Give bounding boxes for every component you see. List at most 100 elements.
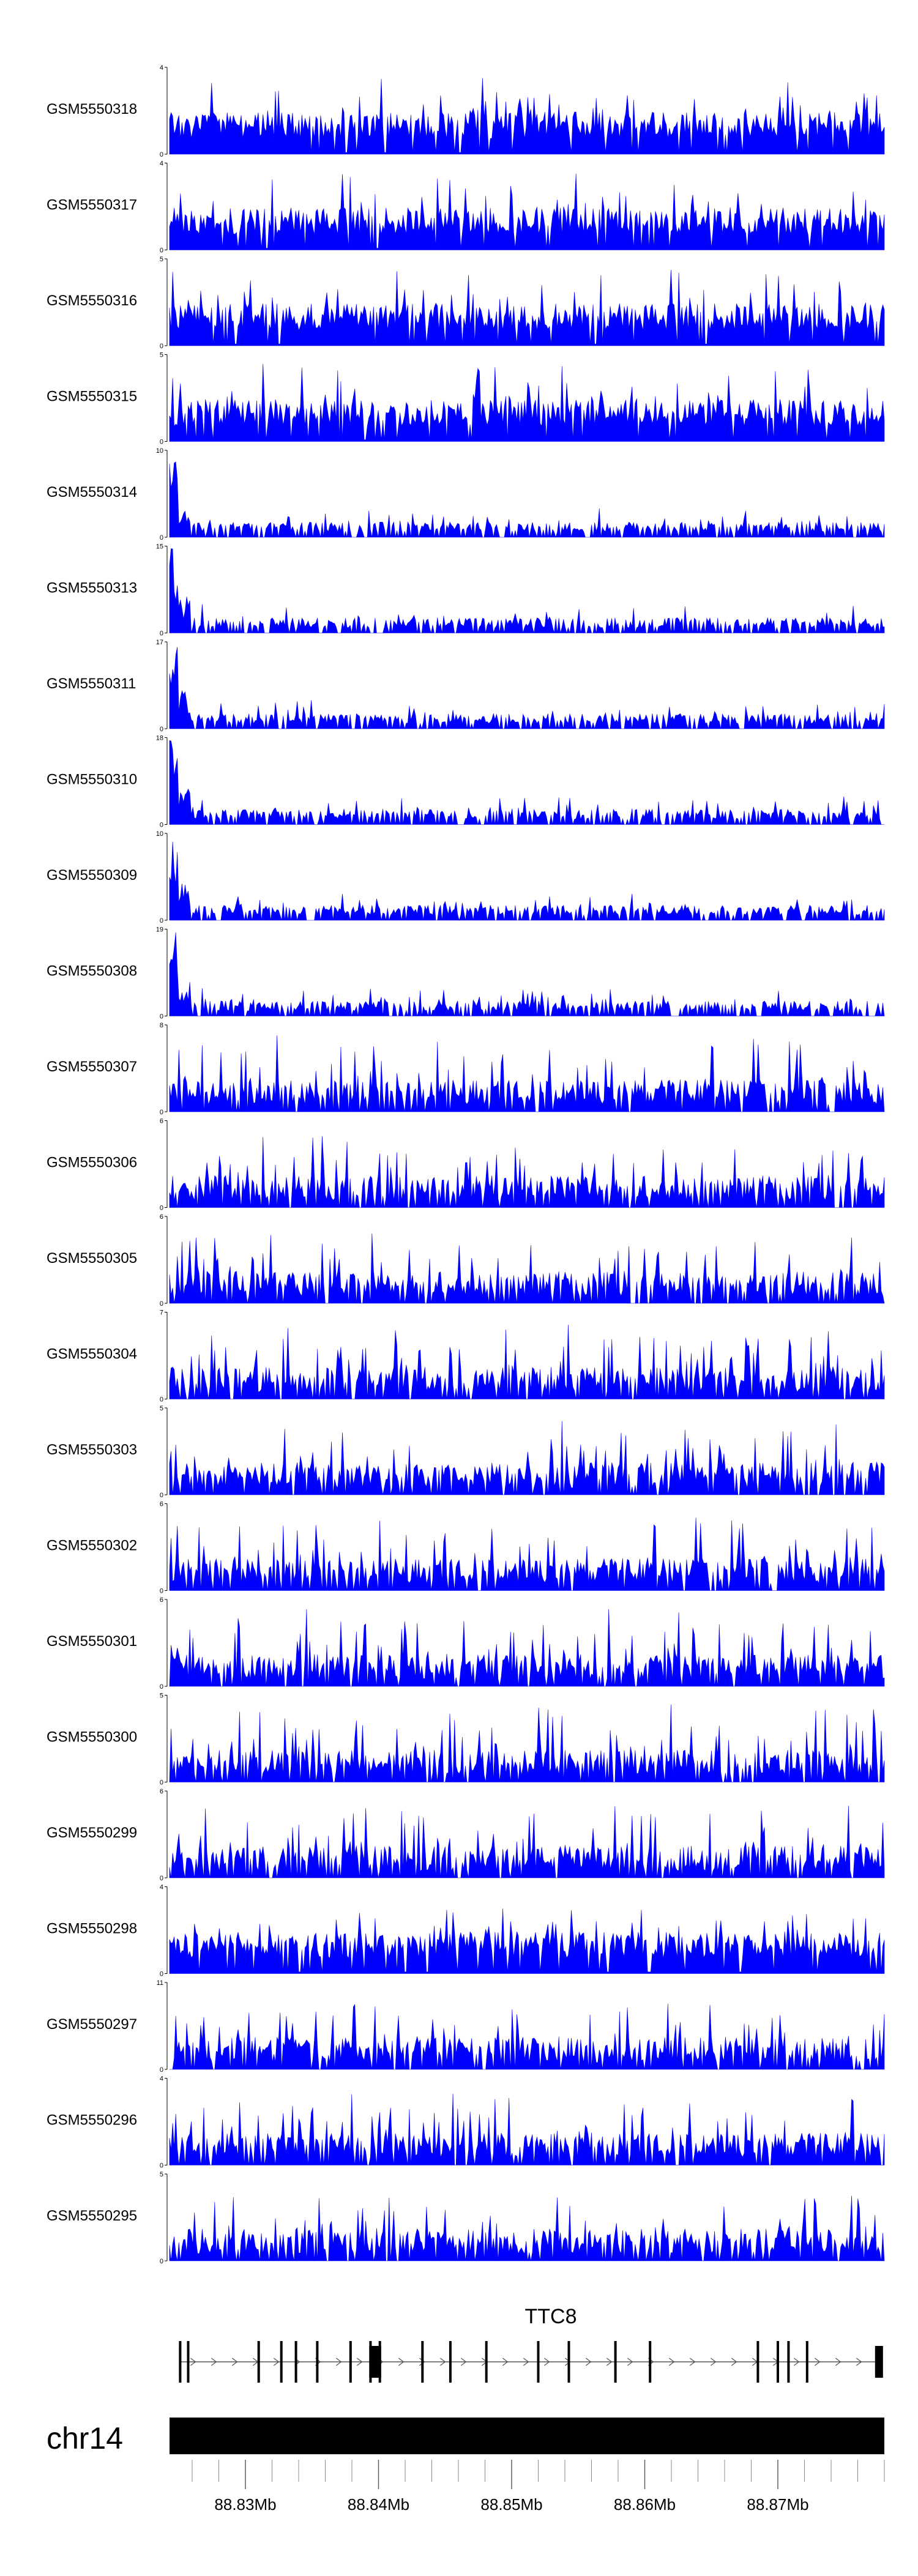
- track-label: GSM5550296: [47, 2112, 137, 2129]
- y-tick-label-max: 15: [156, 543, 163, 551]
- y-tick-label-max: 4: [160, 1884, 163, 1891]
- gene-exon: [485, 2341, 488, 2383]
- x-tick-label: 88.83Mb: [214, 2495, 276, 2514]
- track-label: GSM5550295: [47, 2208, 137, 2224]
- y-tick-label-max: 17: [156, 639, 163, 646]
- y-tick-label-zero: 0: [160, 1109, 163, 1116]
- y-tick-label-zero: 0: [160, 1588, 163, 1595]
- track-GSM5550313: GSM5550313 15 0: [47, 543, 885, 638]
- y-tick-label-max: 4: [160, 2075, 163, 2083]
- coverage-area: [169, 1233, 885, 1304]
- y-tick-label-max: 10: [156, 830, 163, 838]
- gene-exon: [787, 2341, 790, 2383]
- y-tick-label-zero: 0: [160, 247, 163, 255]
- signal-tracks: GSM555031840GSM555031740GSM555031650GSM5…: [47, 64, 885, 2265]
- gene-exon: [280, 2341, 283, 2383]
- strand-arrow: [711, 2358, 717, 2366]
- track-GSM5550297: GSM5550297 11 0: [47, 1979, 885, 2074]
- coverage-area: [169, 1136, 885, 1208]
- track-label: GSM5550317: [47, 197, 137, 214]
- coverage-area: [169, 270, 885, 346]
- gene-exon: [294, 2341, 297, 2383]
- y-tick-label-max: 11: [157, 1979, 163, 1987]
- coverage-area: [169, 363, 885, 442]
- track-label: GSM5550306: [47, 1155, 137, 1171]
- y-tick-label-zero: 0: [160, 1971, 163, 1978]
- strand-arrow: [586, 2358, 592, 2366]
- coverage-area: [169, 841, 885, 921]
- strand-arrow: [502, 2358, 509, 2366]
- y-tick-label-zero: 0: [160, 2258, 163, 2265]
- track-GSM5550303: GSM5550303 5 0: [47, 1405, 885, 1499]
- coverage-area: [169, 647, 885, 730]
- track-GSM5550318: GSM5550318 4 0: [47, 64, 885, 158]
- gene-exon: [805, 2341, 808, 2383]
- coverage-area: [169, 1517, 885, 1591]
- track-GSM5550306: GSM5550306 6 0: [47, 1118, 885, 1212]
- chromosome-label: chr14: [47, 2421, 123, 2455]
- gene-exon: [777, 2341, 779, 2383]
- strand-arrow: [794, 2358, 800, 2366]
- chromosome-track: chr14: [47, 2418, 884, 2455]
- y-tick-label-max: 5: [160, 256, 163, 263]
- gene-start-mark: [179, 2346, 181, 2378]
- strand-arrow: [856, 2358, 862, 2366]
- coverage-area: [169, 548, 885, 634]
- y-tick-label-max: 19: [156, 926, 163, 934]
- gene-exon: [567, 2341, 570, 2383]
- coverage-area: [169, 1704, 885, 1782]
- gene-exon: [537, 2341, 540, 2383]
- track-GSM5550300: GSM5550300 5 0: [47, 1692, 885, 1787]
- coverage-area: [169, 740, 884, 825]
- y-tick-label-max: 18: [156, 735, 163, 742]
- y-tick-label-max: 7: [160, 1309, 163, 1317]
- y-tick-label-max: 6: [160, 1213, 163, 1221]
- track-GSM5550307: GSM5550307 8 0: [47, 1022, 885, 1116]
- track-GSM5550305: GSM5550305 6 0: [47, 1213, 885, 1308]
- y-tick-label-max: 6: [160, 1596, 163, 1604]
- track-GSM5550317: GSM5550317 4 0: [47, 160, 885, 255]
- strand-arrow: [690, 2358, 696, 2366]
- gene-exons: [179, 2341, 883, 2383]
- coverage-area: [169, 1421, 885, 1495]
- gene-exon: [316, 2341, 319, 2383]
- gene-track: TTC8: [179, 2305, 883, 2383]
- track-GSM5550314: GSM5550314 10 0: [47, 447, 885, 542]
- y-tick-label-zero: 0: [160, 151, 163, 158]
- y-tick-label-max: 6: [160, 1118, 163, 1125]
- track-label: GSM5550305: [47, 1250, 137, 1267]
- gene-exon: [614, 2341, 617, 2383]
- track-label: GSM5550316: [47, 292, 137, 309]
- coverage-area: [169, 1908, 885, 1974]
- track-label: GSM5550307: [47, 1059, 137, 1075]
- y-tick-label-zero: 0: [160, 1013, 163, 1021]
- y-tick-label-max: 5: [160, 352, 163, 359]
- track-label: GSM5550304: [47, 1346, 137, 1363]
- y-tick-label-max: 5: [160, 1692, 163, 1700]
- coverage-area: [169, 1035, 885, 1112]
- strand-arrow: [544, 2358, 550, 2366]
- track-GSM5550315: GSM5550315 5 0: [47, 352, 885, 446]
- y-tick-label-max: 10: [156, 447, 163, 455]
- strand-arrow: [523, 2358, 529, 2366]
- gene-exon: [349, 2341, 352, 2383]
- track-GSM5550304: GSM5550304 7 0: [47, 1309, 885, 1404]
- track-GSM5550301: GSM5550301 6 0: [47, 1596, 885, 1691]
- y-tick-label-zero: 0: [160, 1205, 163, 1212]
- x-tick-label: 88.85Mb: [480, 2495, 542, 2514]
- strand-arrow: [606, 2358, 613, 2366]
- y-tick-label-zero: 0: [160, 1779, 163, 1787]
- track-label: GSM5550298: [47, 1921, 137, 1937]
- track-GSM5550308: GSM5550308 19 0: [47, 926, 885, 1021]
- gene-exon: [649, 2341, 652, 2383]
- strand-arrow: [398, 2358, 405, 2366]
- track-label: GSM5550302: [47, 1538, 137, 1554]
- strand-arrow: [731, 2358, 737, 2366]
- x-tick-label: 88.87Mb: [747, 2495, 808, 2514]
- track-GSM5550302: GSM5550302 6 0: [47, 1501, 885, 1595]
- track-label: GSM5550315: [47, 389, 137, 405]
- track-GSM5550299: GSM5550299 6 0: [47, 1788, 885, 1882]
- coverage-area: [170, 2003, 885, 2070]
- y-tick-label-zero: 0: [160, 917, 163, 925]
- track-label: GSM5550309: [47, 867, 137, 884]
